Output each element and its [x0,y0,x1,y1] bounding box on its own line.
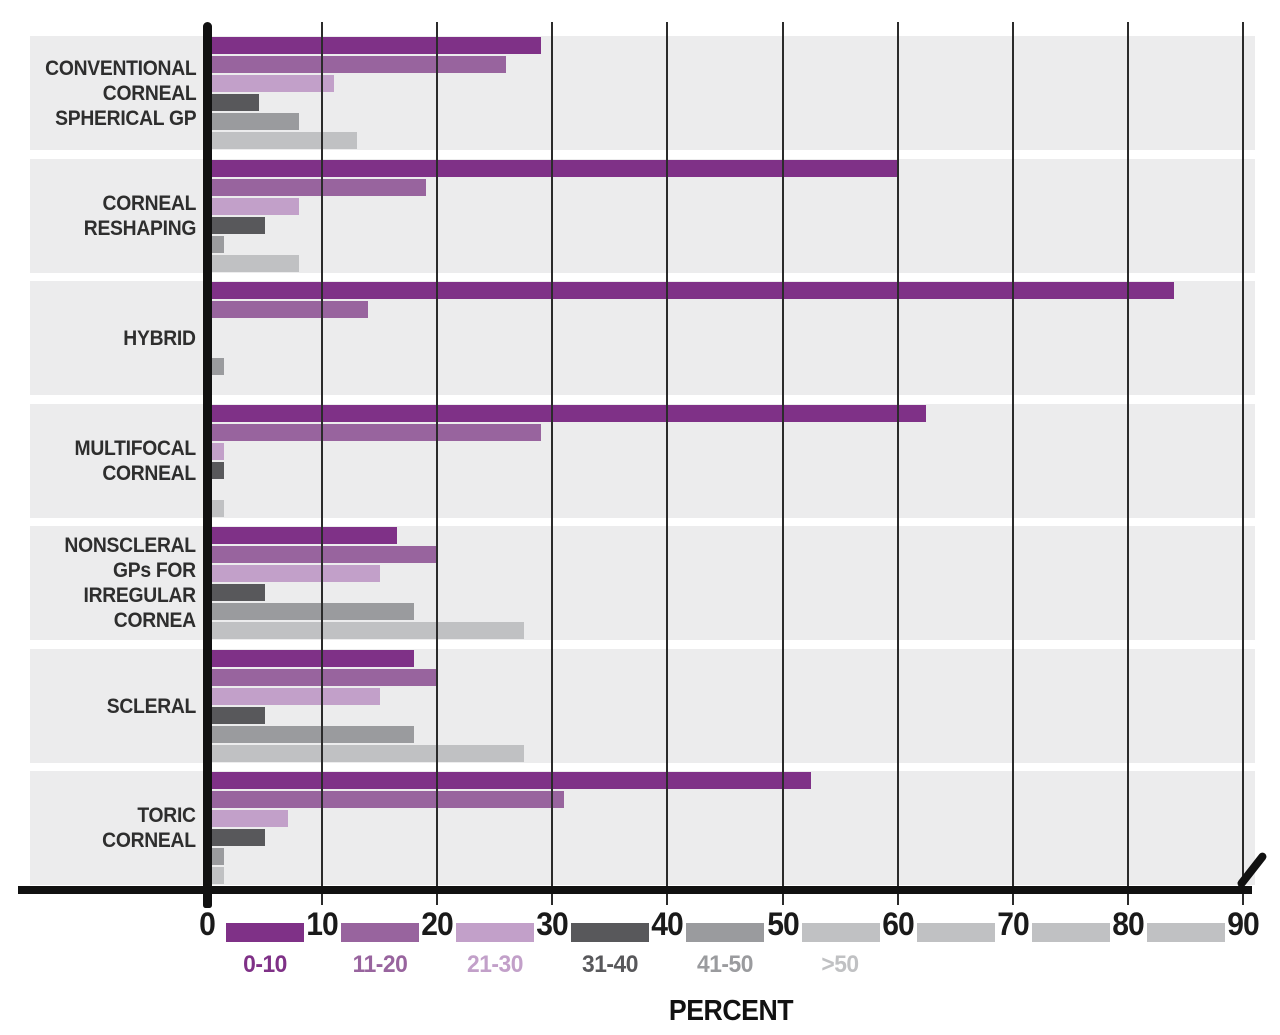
gridline-80 [1127,22,1129,905]
bar-0-10 [207,772,811,789]
bar-41-50 [207,726,414,743]
bar-11-20 [207,56,506,73]
axis-separator-swatch [1032,923,1110,942]
x-tick-label-0: 0 [199,906,216,942]
bar-31-40 [207,707,265,724]
legend-swatch-0-10 [226,923,304,942]
x-tick-label-40: 40 [651,906,684,942]
bar-21-30 [207,75,334,92]
bar->50 [207,255,299,272]
bar-11-20 [207,424,541,441]
bar-0-10 [207,527,397,544]
legend-label-0-10: 0-10 [243,951,287,978]
legend-swatch->50 [802,923,880,942]
bar-31-40 [207,829,265,846]
legend-swatch-41-50 [686,923,764,942]
category-band: CONVENTIONAL CORNEAL SPHERICAL GP [30,36,1255,150]
x-axis-title: PERCENT [668,995,794,1027]
x-axis-line [18,886,1252,894]
gridline-40 [666,22,668,905]
category-label: CORNEAL RESHAPING [83,192,197,240]
category-label: CONVENTIONAL CORNEAL SPHERICAL GP [44,56,197,130]
bar-0-10 [207,37,541,54]
bar-0-10 [207,282,1174,299]
axis-separator-swatch [917,923,995,942]
category-band: MULTIFOCAL CORNEAL [30,404,1255,518]
x-tick-label-50: 50 [767,906,800,942]
bar-41-50 [207,603,414,620]
gridline-10 [321,22,323,905]
category-band: SCLERAL [30,649,1255,763]
category-label: SCLERAL [106,694,197,718]
bar-11-20 [207,301,368,318]
legend-label-21-30: 21-30 [467,951,523,978]
bar->50 [207,745,524,762]
gridline-60 [897,22,899,905]
bar->50 [207,132,357,149]
gridline-70 [1012,22,1014,905]
gridline-20 [436,22,438,905]
category-label: NONSCLERAL GPs FOR IRREGULAR CORNEA [64,534,197,632]
bar-21-30 [207,688,380,705]
category-band: TORIC CORNEAL [30,771,1255,885]
legend-label-41-50: 41-50 [697,951,753,978]
legend-label->50: >50 [821,951,859,978]
x-tick-label-20: 20 [421,906,454,942]
x-tick-label-70: 70 [997,906,1030,942]
legend-label-31-40: 31-40 [582,951,638,978]
gridline-90 [1242,22,1244,905]
x-tick-label-30: 30 [536,906,569,942]
bar-31-40 [207,584,265,601]
bar-21-30 [207,810,288,827]
y-axis-line [203,22,212,908]
axis-separator-swatch [1147,923,1225,942]
x-tick-label-80: 80 [1112,906,1145,942]
bar-21-30 [207,198,299,215]
bar-0-10 [207,405,926,422]
bar-21-30 [207,565,380,582]
x-tick-label-10: 10 [306,906,339,942]
category-label: MULTIFOCAL CORNEAL [74,437,197,485]
category-band: HYBRID [30,281,1255,395]
bar-31-40 [207,94,259,111]
category-label: TORIC CORNEAL [102,804,196,852]
bar-31-40 [207,217,265,234]
legend-swatch-31-40 [571,923,649,942]
legend-swatch-11-20 [341,923,419,942]
bar-11-20 [207,791,564,808]
gridline-50 [782,22,784,905]
x-tick-label-60: 60 [882,906,915,942]
bar->50 [207,622,524,639]
gridline-30 [551,22,553,905]
legend-label-11-20: 11-20 [352,951,408,978]
legend-swatch-21-30 [456,923,534,942]
bar-41-50 [207,113,299,130]
bar-11-20 [207,179,426,196]
bar-0-10 [207,650,414,667]
category-label: HYBRID [123,326,197,350]
x-tick-label-90: 90 [1227,906,1260,942]
